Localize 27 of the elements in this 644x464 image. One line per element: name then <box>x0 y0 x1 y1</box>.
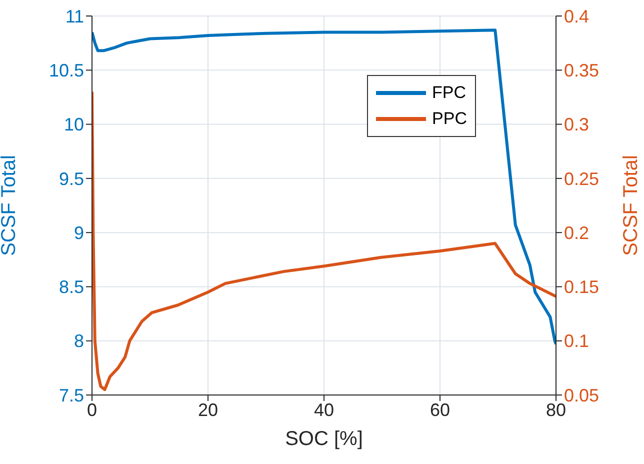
x-axis-title: SOC [%] <box>285 428 363 450</box>
y2-tick-label: 0.25 <box>564 168 600 189</box>
y-tick-label: 7.5 <box>58 385 84 406</box>
y-tick-label: 8 <box>74 331 84 352</box>
legend-label: FPC <box>432 83 466 103</box>
legend-label: PPC <box>432 109 467 129</box>
y2-tick-label: 0.05 <box>564 385 600 406</box>
line-series <box>92 28 556 346</box>
y-tick-label: 10.5 <box>48 60 84 81</box>
y-tick-label: 10 <box>64 114 84 135</box>
y-tick-label: 11 <box>65 6 84 26</box>
x-tick-label: 80 <box>546 400 566 420</box>
x-tick-label: 40 <box>314 400 334 420</box>
y2-axis-title: SCSF Total <box>620 155 642 256</box>
y-axis-title: SCSF Total <box>0 155 20 256</box>
y-tick-label: 8.5 <box>58 277 84 298</box>
x-tick-label: 60 <box>430 400 450 420</box>
y2-tick-label: 0.15 <box>564 277 600 298</box>
y2-tick-label: 0.3 <box>564 114 590 135</box>
y2-tick-label: 0.2 <box>564 222 590 243</box>
y2-tick-label: 0.4 <box>564 6 590 26</box>
y-tick-label: 9 <box>74 222 84 243</box>
x-tick-label: 0 <box>86 400 98 420</box>
y-tick-label: 9.5 <box>58 168 84 189</box>
y2-tick-label: 0.35 <box>564 60 600 81</box>
x-tick-label: 20 <box>198 400 218 420</box>
y2-tick-label: 0.1 <box>564 331 590 352</box>
